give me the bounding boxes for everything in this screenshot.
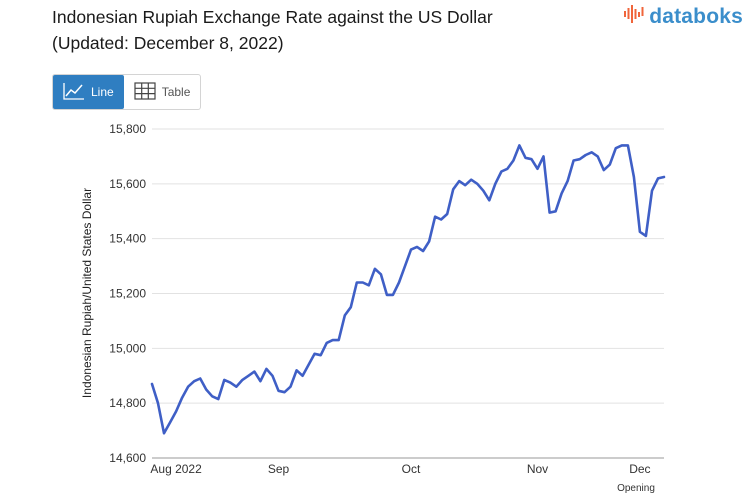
view-toggle: Line Table bbox=[52, 74, 202, 110]
brand-name: databoks bbox=[649, 4, 743, 28]
y-tick-label: 14,800 bbox=[109, 396, 146, 410]
y-tick-label: 15,800 bbox=[109, 122, 146, 136]
title-line-1: Indonesian Rupiah Exchange Rate against … bbox=[52, 7, 493, 27]
gridlines bbox=[152, 128, 664, 459]
x-axis-ticks: Aug 2022 Sep Oct Nov Dec bbox=[150, 462, 650, 476]
y-tick-label: 15,200 bbox=[109, 287, 146, 301]
line-view-button[interactable]: Line bbox=[53, 75, 124, 109]
table-view-label: Table bbox=[161, 85, 191, 99]
y-tick-label: 15,400 bbox=[109, 232, 146, 246]
bar-mark-icon bbox=[624, 4, 646, 29]
x-tick-label: Aug 2022 bbox=[150, 462, 202, 476]
title-line-2: (Updated: December 8, 2022) bbox=[52, 33, 284, 53]
y-tick-label: 15,600 bbox=[109, 177, 146, 191]
line-chart-icon bbox=[63, 82, 85, 103]
x-tick-label: Dec bbox=[629, 462, 650, 476]
chart-title: Indonesian Rupiah Exchange Rate against … bbox=[52, 4, 493, 56]
databoks-logo[interactable]: databoks bbox=[624, 4, 743, 29]
y-axis-label: Indonesian Rupiah/United States Dollar bbox=[80, 188, 94, 398]
y-tick-label: 14,600 bbox=[109, 451, 146, 465]
table-grid-icon bbox=[134, 81, 156, 103]
table-view-button[interactable]: Table bbox=[124, 75, 201, 109]
y-axis-ticks: 15,800 15,600 15,400 15,200 15,000 14,800 14,6… bbox=[109, 122, 146, 465]
series-line bbox=[150, 144, 666, 435]
x-tick-label: Nov bbox=[527, 462, 548, 476]
y-tick-label: 15,000 bbox=[109, 341, 146, 355]
line-view-label: Line bbox=[91, 85, 114, 99]
x-tick-label: Oct bbox=[402, 462, 421, 476]
opening-annotation: Opening bbox=[617, 483, 655, 494]
x-tick-label: Sep bbox=[268, 462, 290, 476]
